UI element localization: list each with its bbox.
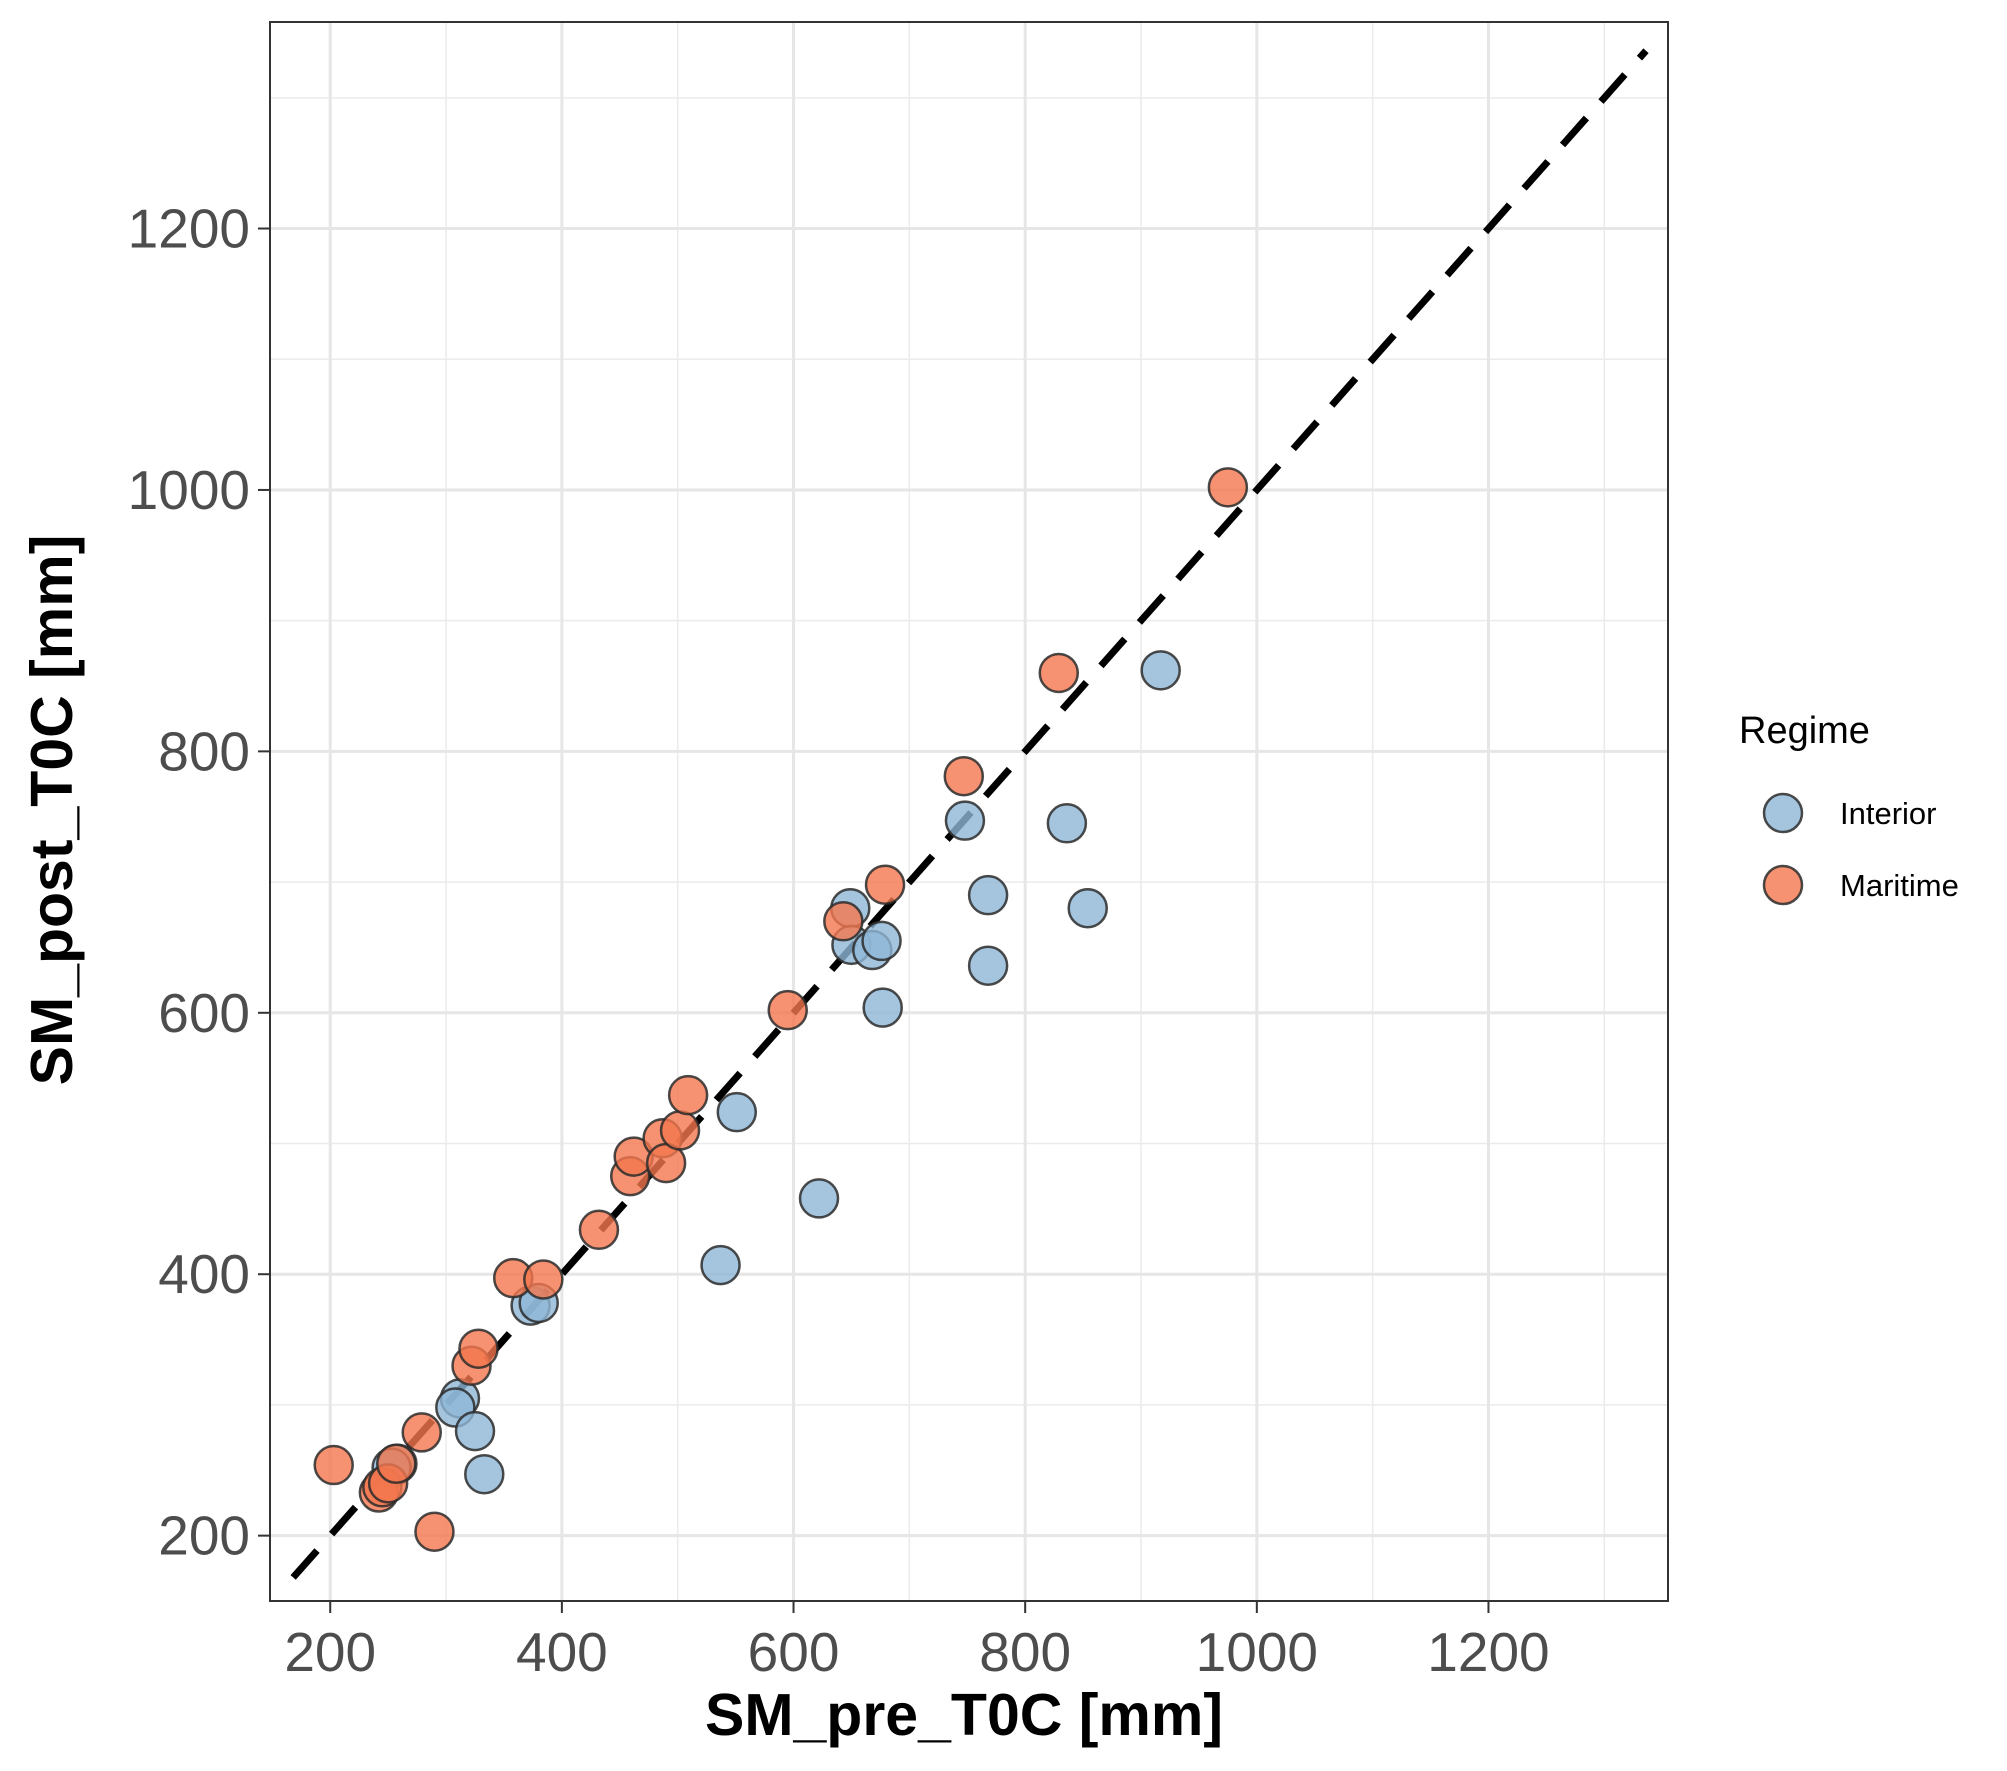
- interior-point: [454, 1410, 496, 1452]
- x-tick-label: 400: [516, 1621, 608, 1683]
- legend-label-interior: Interior: [1840, 796, 1936, 831]
- maritime-point: [943, 755, 985, 797]
- interior-point: [716, 1091, 758, 1133]
- legend: Regime Interior Maritime: [1739, 710, 1959, 906]
- maritime-point: [578, 1209, 620, 1251]
- x-tick-label: 1000: [1196, 1621, 1318, 1683]
- interior-point: [464, 1453, 505, 1495]
- x-axis-title: SM_pre_T0C [mm]: [705, 1682, 1223, 1748]
- major-gridlines: [270, 22, 1668, 1601]
- y-axis-title: SM_post_T0C [mm]: [19, 535, 85, 1086]
- x-tick-label: 1200: [1427, 1621, 1549, 1683]
- x-tick-label: 800: [979, 1621, 1071, 1683]
- maritime-point: [823, 901, 864, 942]
- interior-point: [1067, 887, 1108, 929]
- x-tick-label: 200: [284, 1621, 376, 1683]
- maritime-point: [401, 1412, 442, 1453]
- interior-point: [862, 987, 903, 1028]
- interior-point: [1140, 650, 1181, 691]
- maritime-point: [414, 1511, 455, 1552]
- maritime-point: [523, 1259, 564, 1300]
- interior-point: [700, 1244, 741, 1286]
- y-tick-label: 200: [158, 1505, 250, 1567]
- minor-gridlines: [270, 22, 1668, 1601]
- axis-ticks: [258, 227, 1490, 1613]
- maritime-point: [767, 989, 808, 1031]
- y-tick-label: 1200: [128, 198, 250, 260]
- legend-items: Interior Maritime: [1762, 792, 1959, 906]
- maritime-point: [458, 1328, 499, 1369]
- maritime-point: [667, 1074, 709, 1116]
- data-points: [313, 467, 1249, 1552]
- y-tick-label: 1000: [128, 459, 250, 521]
- interior-point: [967, 874, 1009, 916]
- maritime-point: [864, 864, 906, 905]
- maritime-point: [659, 1110, 701, 1151]
- interior-point: [861, 920, 902, 962]
- x-tick-label: 600: [748, 1621, 840, 1683]
- interior-point: [967, 945, 1009, 986]
- tick-labels: 200 400 600 800 1000 1200 200 400 600 800 1000 1200: [128, 198, 1550, 1683]
- maritime-point: [375, 1443, 417, 1485]
- interior-point: [944, 800, 986, 841]
- y-tick-label: 800: [158, 720, 250, 782]
- maritime-point: [1038, 652, 1080, 694]
- plot-panel-border: [269, 21, 1669, 1602]
- legend-key-interior: [1762, 792, 1804, 834]
- interior-point: [1046, 803, 1088, 844]
- y-tick-label: 600: [158, 982, 250, 1044]
- interior-point: [798, 1178, 840, 1219]
- maritime-point: [1207, 467, 1249, 508]
- legend-key-maritime: [1762, 864, 1804, 906]
- maritime-point: [313, 1444, 354, 1486]
- legend-label-maritime: Maritime: [1840, 868, 1959, 903]
- legend-title: Regime: [1739, 710, 1870, 752]
- y-tick-label: 400: [158, 1243, 250, 1305]
